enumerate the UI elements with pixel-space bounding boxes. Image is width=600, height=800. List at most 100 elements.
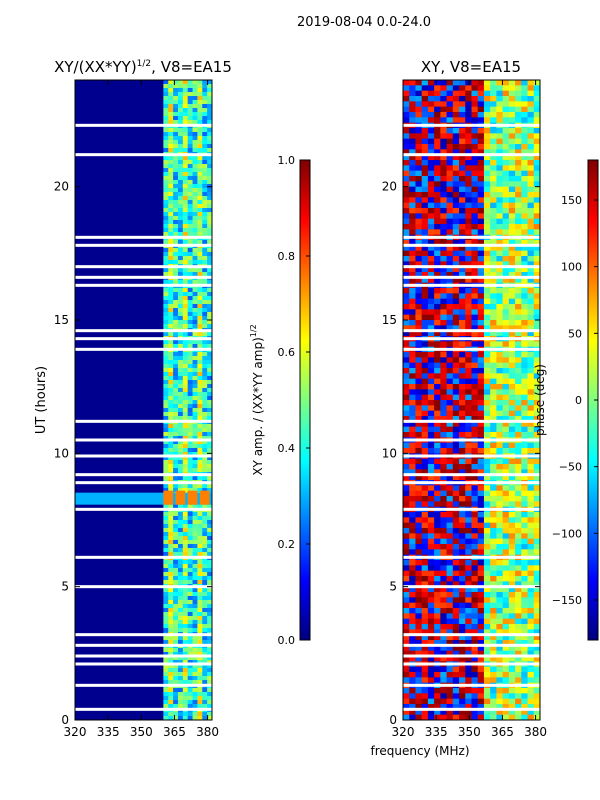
phase-cell <box>421 213 429 220</box>
phase-cell <box>502 677 510 684</box>
amplitude-cell <box>182 392 189 397</box>
phase-cell <box>515 261 522 268</box>
phase-cell <box>502 458 510 465</box>
phase-cell <box>515 389 522 396</box>
phase-cell <box>496 672 504 678</box>
phase-cell <box>409 544 416 550</box>
phase-cell <box>471 458 479 465</box>
phase-cell <box>459 581 466 588</box>
phase-cell <box>415 368 423 374</box>
amplitude-cell <box>197 592 203 597</box>
amplitude-cell <box>207 476 212 481</box>
phase-cell <box>440 266 448 273</box>
phase-cell <box>527 117 535 124</box>
amplitude-cell <box>202 216 208 221</box>
phase-cell <box>459 709 466 716</box>
amplitude-cell <box>197 688 203 693</box>
phase-cell <box>409 181 416 188</box>
amplitude-cell <box>168 128 174 133</box>
amplitude-cell <box>207 248 212 253</box>
amplitude-cell <box>192 588 198 593</box>
phase-cell <box>496 240 504 246</box>
phase-cell <box>527 608 535 614</box>
phase-cell <box>490 714 497 720</box>
phase-cell <box>427 549 435 556</box>
phase-cell <box>403 666 410 673</box>
phase-cell <box>533 373 540 380</box>
phase-cell <box>533 378 540 385</box>
amplitude-cell <box>168 372 174 377</box>
phase-cell <box>496 522 504 529</box>
amplitude-cell <box>202 532 208 537</box>
phase-cell <box>502 341 510 348</box>
amplitude-cell <box>182 428 189 433</box>
phase-cell <box>434 474 441 481</box>
phase-cell <box>459 565 466 572</box>
phase-cell <box>434 640 441 646</box>
amplitude-cell <box>187 688 194 693</box>
phase-cell <box>409 629 416 636</box>
amplitude-cell <box>173 292 179 297</box>
phase-cell <box>533 677 540 684</box>
phase-cell <box>477 709 485 716</box>
phase-cell <box>533 389 540 396</box>
amplitude-cell <box>168 696 174 701</box>
phase-colorbar-label: phase (deg) <box>533 364 547 436</box>
phase-colorbar-tick-label: 100 <box>561 261 582 274</box>
phase-cell <box>477 261 485 268</box>
phase-cell <box>427 229 435 236</box>
phase-cell <box>452 645 460 652</box>
amplitude-cell <box>177 376 184 381</box>
phase-cell <box>502 592 510 598</box>
phase-cell <box>415 624 423 630</box>
phase-cell <box>415 277 423 284</box>
phase-cell <box>496 261 504 268</box>
phase-cell <box>452 384 460 390</box>
phase-cell <box>477 218 485 225</box>
phase-cell <box>427 341 435 348</box>
amplitude-colorbar-label: XY amp. / (XX*YY amp)1/2 <box>249 324 265 475</box>
phase-cell <box>508 693 516 700</box>
phase-cell <box>452 485 460 492</box>
amplitude-cell <box>177 240 184 245</box>
amplitude-cell <box>207 260 212 265</box>
phase-gap <box>403 123 540 127</box>
phase-cell <box>440 384 448 390</box>
phase-cell <box>515 378 522 385</box>
phase-cell <box>477 698 485 705</box>
amplitude-cell <box>187 640 194 645</box>
amplitude-cell <box>207 332 212 337</box>
phase-cell <box>533 474 540 481</box>
amplitude-cell <box>202 176 208 181</box>
phase-cell <box>465 176 472 182</box>
phase-cell <box>490 618 497 625</box>
amplitude-cell <box>168 440 174 445</box>
phase-cell <box>527 378 535 385</box>
amplitude-cell <box>202 428 208 433</box>
amplitude-cell <box>182 476 189 481</box>
amplitude-cell <box>177 484 184 489</box>
amplitude-cell <box>177 164 184 169</box>
phase-cell <box>508 224 516 230</box>
amplitude-cell <box>168 468 174 473</box>
phase-cell <box>527 320 535 326</box>
amplitude-cell <box>182 88 189 93</box>
amplitude-cell <box>207 440 212 445</box>
phase-cell <box>521 197 529 204</box>
amplitude-cell <box>192 136 198 141</box>
amplitude-cell <box>163 360 169 365</box>
phase-cell <box>446 533 454 540</box>
phase-cell <box>477 469 485 476</box>
phase-cell <box>403 373 410 380</box>
phase-cell <box>427 522 435 529</box>
phase-cell <box>465 394 472 401</box>
phase-cell <box>521 400 529 406</box>
amplitude-cell <box>207 132 212 137</box>
amplitude-cell <box>207 116 212 121</box>
phase-cell <box>415 629 423 636</box>
phase-cell <box>446 192 454 198</box>
phase-cell <box>403 586 410 593</box>
phase-cell <box>415 181 423 188</box>
phase-cell <box>409 325 416 332</box>
phase-cell <box>527 512 535 518</box>
